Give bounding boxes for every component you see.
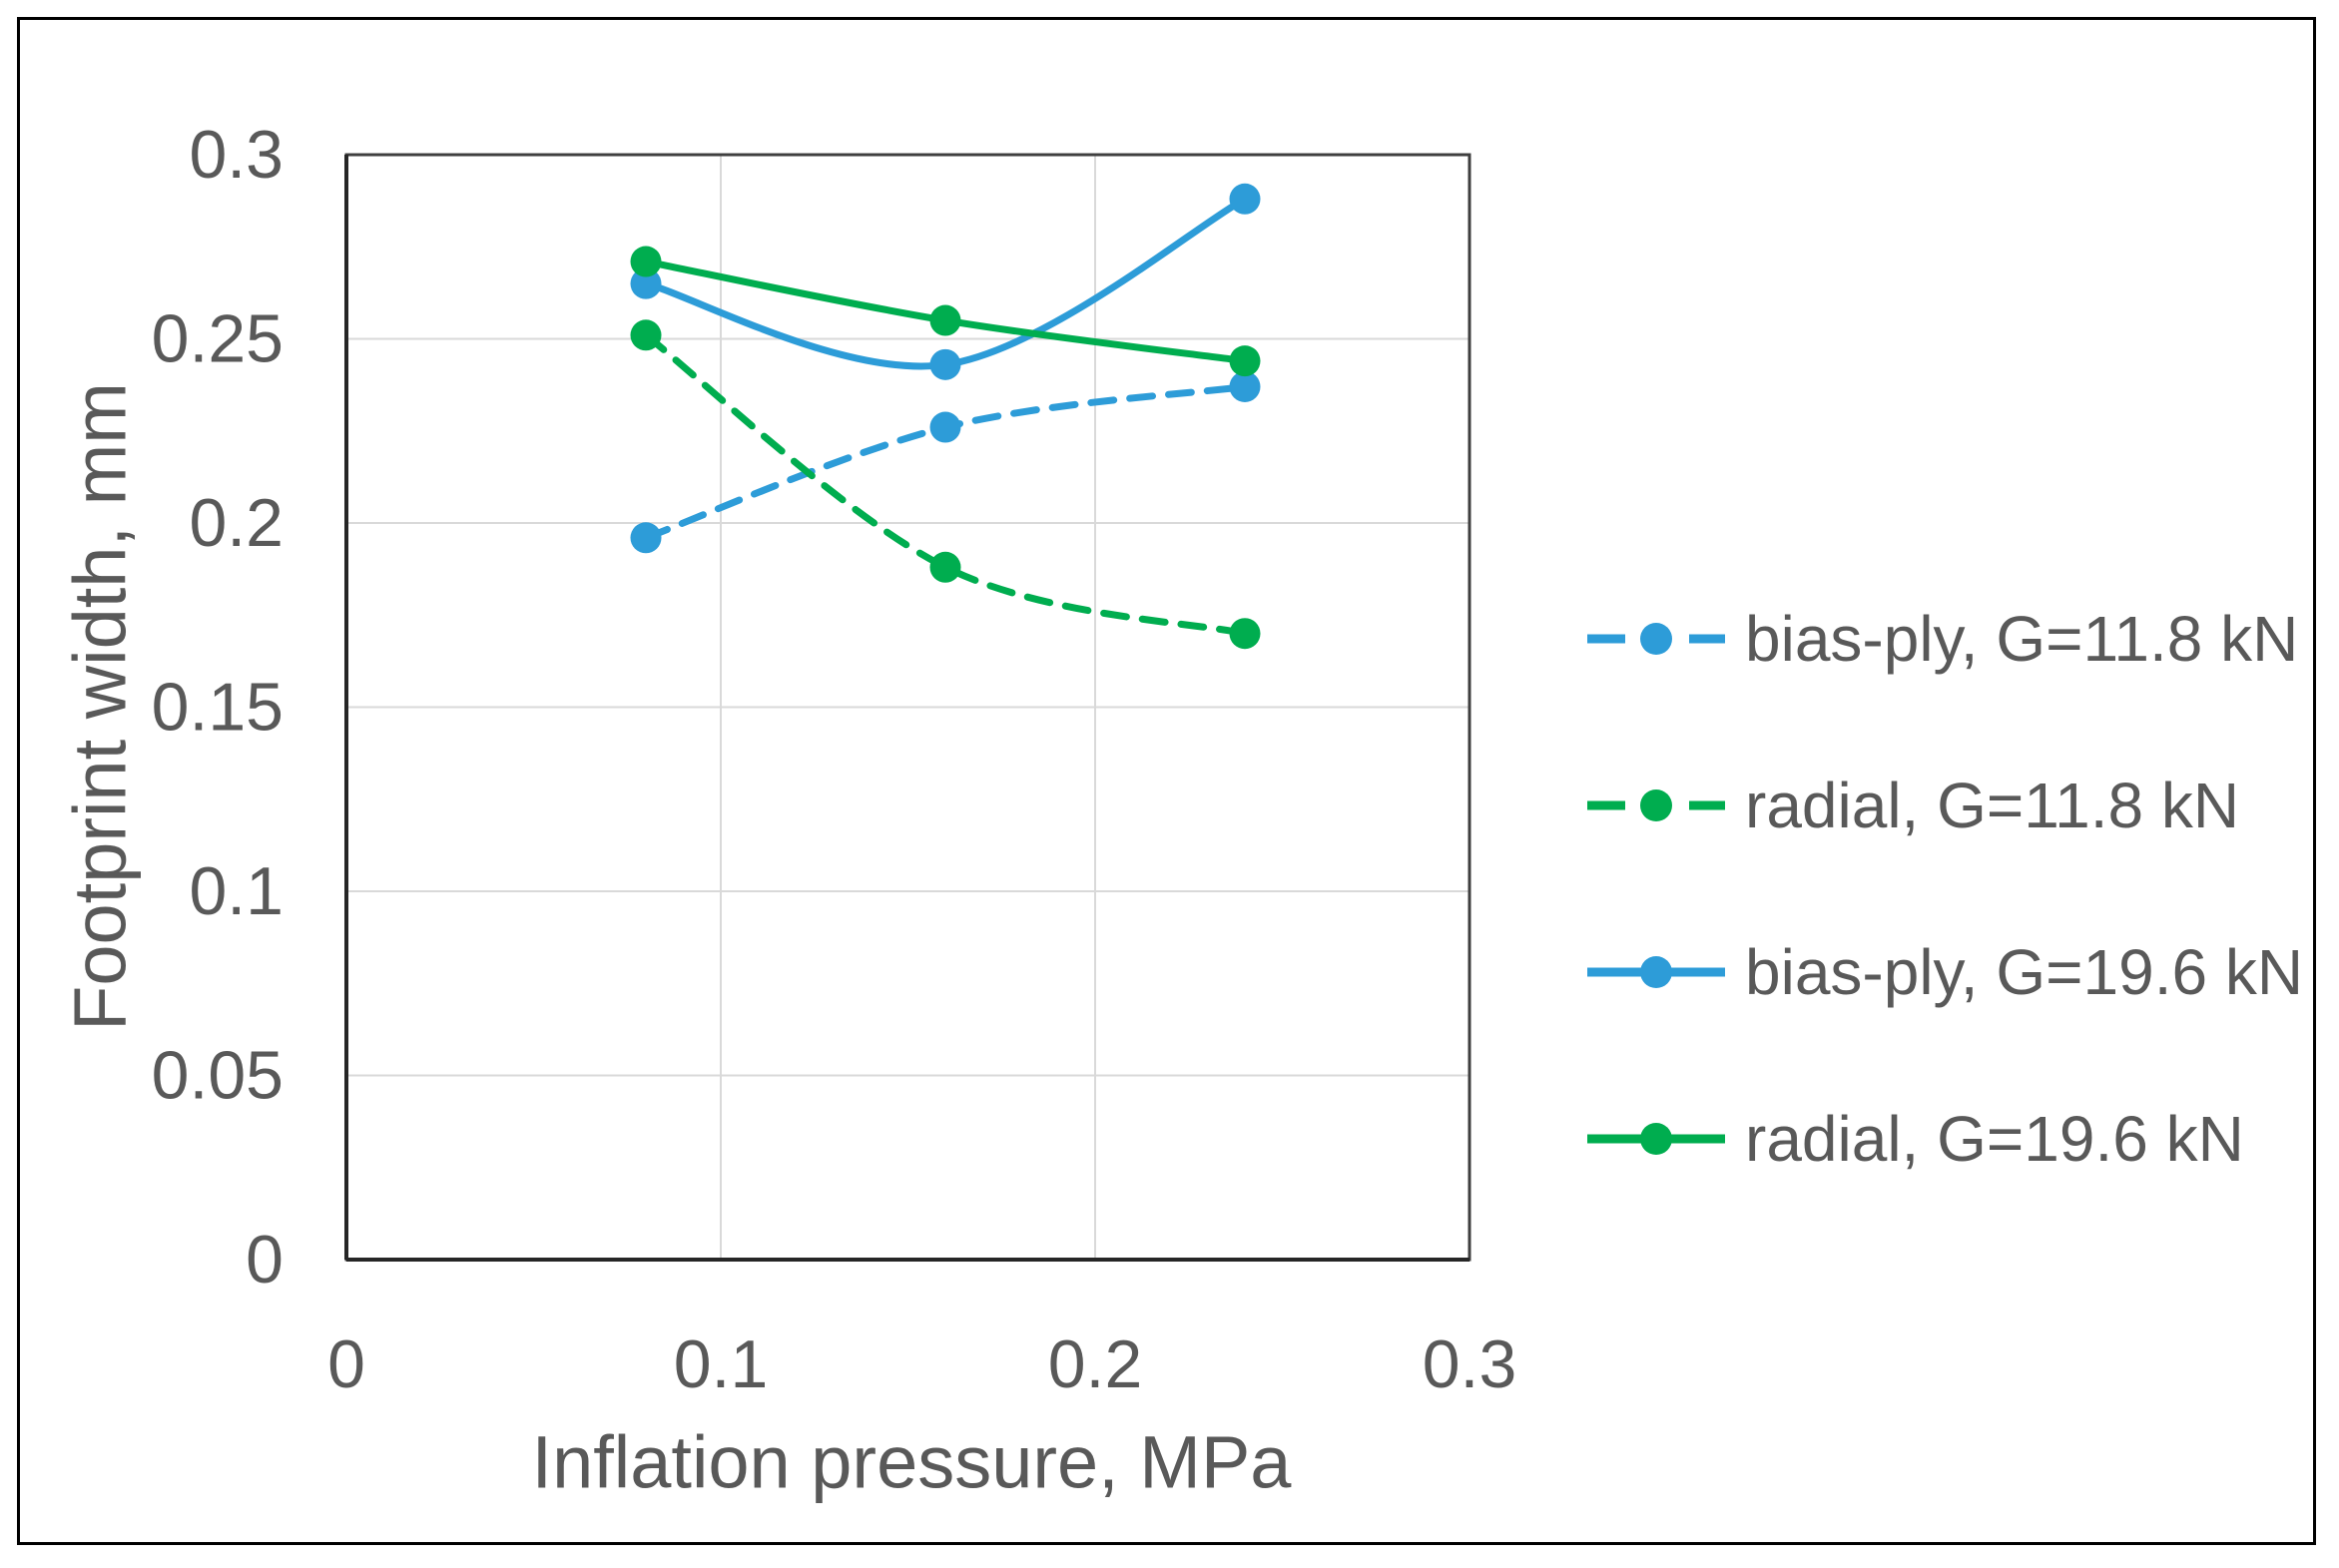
x-tick-label: 0 [327,1326,365,1402]
data-point-bias-ply-g-19-6-kn [929,348,961,380]
legend-label: radial, G=11.8 kN [1745,770,2239,841]
series-line-radial-g-11-8-kn [642,331,1249,638]
y-tick-label: 0.2 [189,485,284,561]
legend-marker [1640,623,1672,655]
data-point-radial-g-11-8-kn [929,551,961,583]
legend-entry-radial-19-6: radial, G=19.6 kN [1587,1103,2244,1175]
data-point-bias-ply-g-11-8-kn [929,411,961,443]
y-tick-label: 0.05 [152,1038,284,1114]
x-axis-title: Inflation pressure, MPa [532,1421,1293,1504]
legend-entry-radial-11-8: radial, G=11.8 kN [1587,770,2239,841]
legend-entry-bias-ply-11-8: bias-ply, G=11.8 kN [1587,603,2298,675]
legend-marker [1640,956,1672,988]
legend: bias-ply, G=11.8 kN radial, G=11.8 kN bi… [1587,603,2303,1175]
y-tick-label: 0.1 [189,853,284,929]
series-group [630,183,1261,650]
data-point-radial-g-11-8-kn [1229,618,1261,650]
legend-label: bias-ply, G=19.6 kN [1745,936,2303,1008]
figure-border [17,17,2316,1545]
y-tick-label: 0 [246,1222,284,1298]
data-point-radial-g-19-6-kn [929,304,961,336]
data-point-bias-ply-g-11-8-kn [1229,370,1261,402]
data-point-bias-ply-g-11-8-kn [630,522,662,554]
y-tick-label: 0.3 [189,117,284,193]
x-tick-label: 0.3 [1423,1326,1517,1402]
data-point-radial-g-19-6-kn [630,246,662,277]
data-point-bias-ply-g-19-6-kn [1229,183,1261,215]
legend-label: radial, G=19.6 kN [1745,1103,2244,1175]
y-tick-label: 0.15 [152,670,284,746]
data-point-radial-g-11-8-kn [630,319,662,351]
legend-entry-bias-ply-19-6: bias-ply, G=19.6 kN [1587,936,2303,1008]
y-axis-title: Footprint width, mm [59,382,142,1031]
y-tick-label: 0.25 [152,301,284,377]
legend-marker [1640,789,1672,821]
x-tick-label: 0.2 [1048,1326,1143,1402]
y-tick-labels: 0 0.05 0.1 0.15 0.2 0.25 0.3 [152,117,284,1298]
legend-marker [1640,1123,1672,1155]
data-point-radial-g-19-6-kn [1229,345,1261,377]
gridlines [346,154,1470,1260]
data-point-bias-ply-g-19-6-kn [630,267,662,299]
legend-label: bias-ply, G=11.8 kN [1745,603,2298,675]
x-tick-label: 0.1 [674,1326,769,1402]
x-tick-labels: 0 0.1 0.2 0.3 [327,1326,1516,1402]
